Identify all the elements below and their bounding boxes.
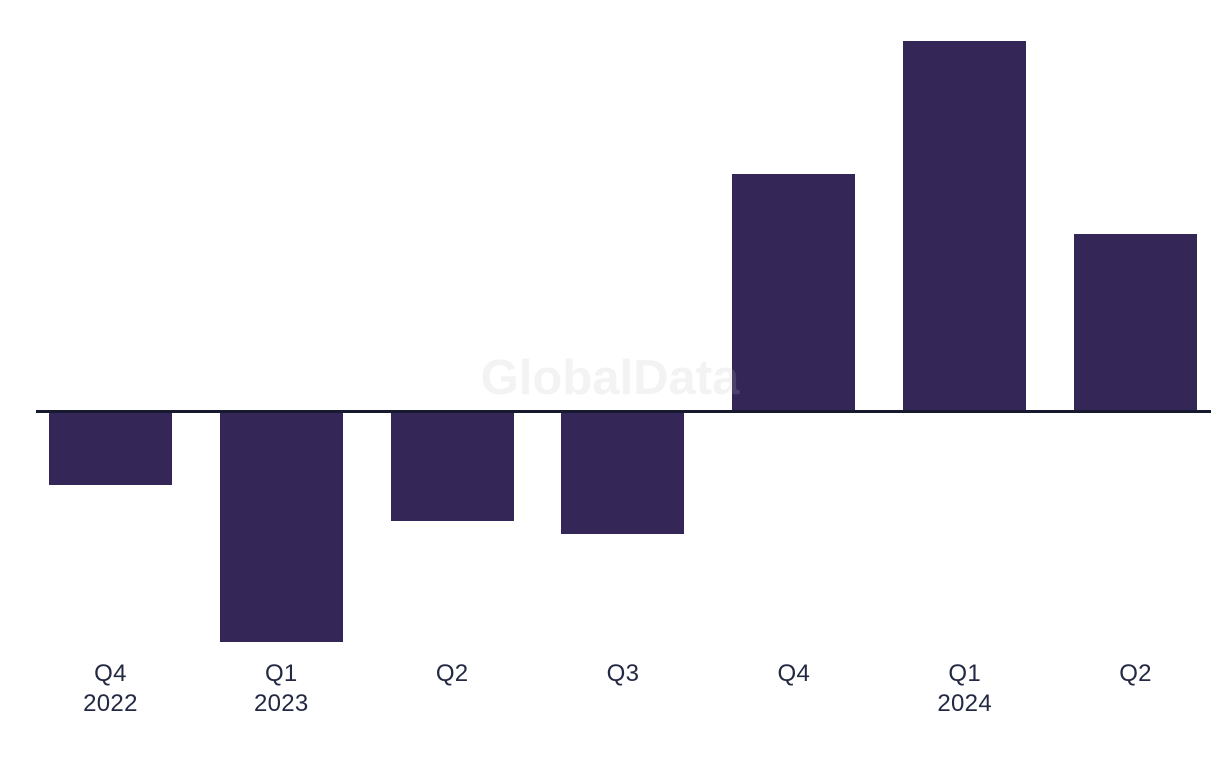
x-tick-label-q1-2023: Q1 2023 xyxy=(195,659,367,719)
x-tick-label-q3-2023: Q3 xyxy=(537,659,709,689)
bar-q4-2023 xyxy=(732,174,856,410)
tick-quarter-text: Q3 xyxy=(606,660,640,687)
x-tick-label-q4-2022: Q4 2022 xyxy=(24,659,196,719)
globaldata-watermark: GlobalData xyxy=(480,351,740,405)
tick-quarter-text: Q1 xyxy=(264,660,298,687)
tick-quarter-text: Q2 xyxy=(1119,660,1152,687)
tick-quarter-text: Q4 xyxy=(777,660,811,687)
x-tick-label-q1-2024: Q1 2024 xyxy=(879,659,1051,719)
x-tick-label-q4-2023: Q4 xyxy=(708,659,880,689)
tick-year-text: 2024 xyxy=(937,690,992,717)
bar-q2-2023 xyxy=(390,413,514,521)
bar-q1-2023 xyxy=(219,413,343,642)
bar-q4-2022 xyxy=(48,413,172,485)
tick-quarter-text: Q4 xyxy=(94,660,127,687)
bar-q1-2024 xyxy=(903,41,1027,410)
bar-q2-2024 xyxy=(1074,234,1198,410)
tick-year-text: 2022 xyxy=(83,690,138,717)
bar-q3-2023 xyxy=(561,413,685,534)
x-tick-label-q2-2024: Q2 xyxy=(1050,659,1220,689)
tick-quarter-text: Q1 xyxy=(948,660,981,687)
tick-quarter-text: Q2 xyxy=(435,660,469,687)
x-tick-label-q2-2023: Q2 xyxy=(366,659,538,689)
tick-year-text: 2023 xyxy=(253,690,309,717)
x-axis-zero-line xyxy=(36,410,1211,413)
